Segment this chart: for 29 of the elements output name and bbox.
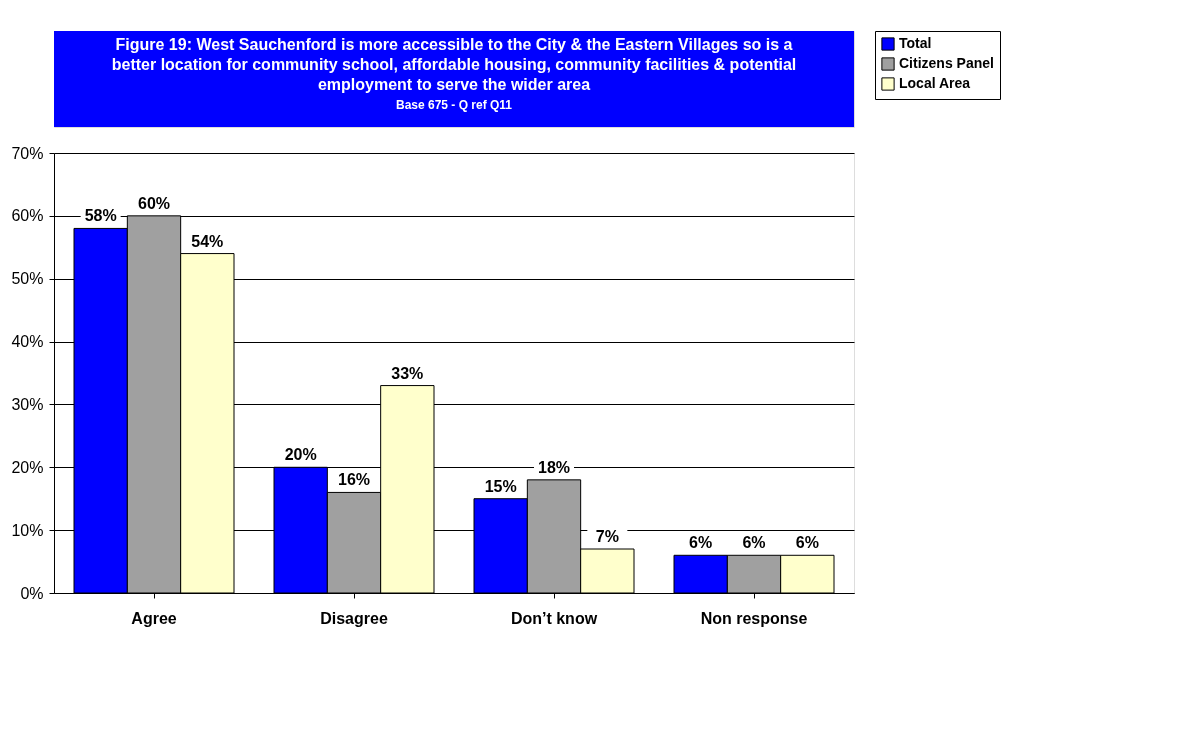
- y-tick-label: 20%: [11, 458, 44, 476]
- y-tick-label: 40%: [11, 333, 44, 351]
- data-label: 16%: [337, 471, 371, 489]
- x-tick-label: Non response: [700, 609, 808, 627]
- y-tick-label: 50%: [11, 270, 44, 288]
- data-label: 60%: [137, 194, 171, 212]
- chart-title: Figure 19: West Sauchenford is more accessible to the City & the Eastern Villages so is a better location for community school, affordable housing, community facilities & potential employment to serve the wider area: [111, 36, 797, 93]
- y-tick-label: 0%: [20, 584, 44, 602]
- y-tick-label: 60%: [11, 207, 44, 225]
- y-tick-label: 10%: [11, 521, 44, 539]
- data-label: 58%: [84, 207, 117, 225]
- data-label: 54%: [191, 232, 224, 250]
- data-label: 33%: [391, 364, 424, 382]
- data-label: 6%: [742, 534, 766, 552]
- chart-subtitle: Base 675 - Q ref Q11: [395, 98, 513, 112]
- y-tick-label: 30%: [11, 395, 44, 413]
- x-tick-label: Disagree: [320, 609, 388, 627]
- data-label: 18%: [537, 458, 571, 476]
- legend-label: Local Area: [899, 75, 971, 91]
- legend-label: Citizens Panel: [899, 55, 994, 71]
- y-tick-label: 70%: [11, 144, 44, 162]
- legend-label: Total: [899, 35, 932, 51]
- data-label: 7%: [595, 528, 619, 545]
- data-label: 6%: [689, 534, 713, 552]
- data-label: 15%: [484, 477, 517, 495]
- x-tick-label: Don’t know: [510, 609, 598, 627]
- data-label: 20%: [284, 446, 317, 464]
- data-label: 6%: [795, 534, 819, 552]
- x-tick-label: Agree: [131, 609, 177, 627]
